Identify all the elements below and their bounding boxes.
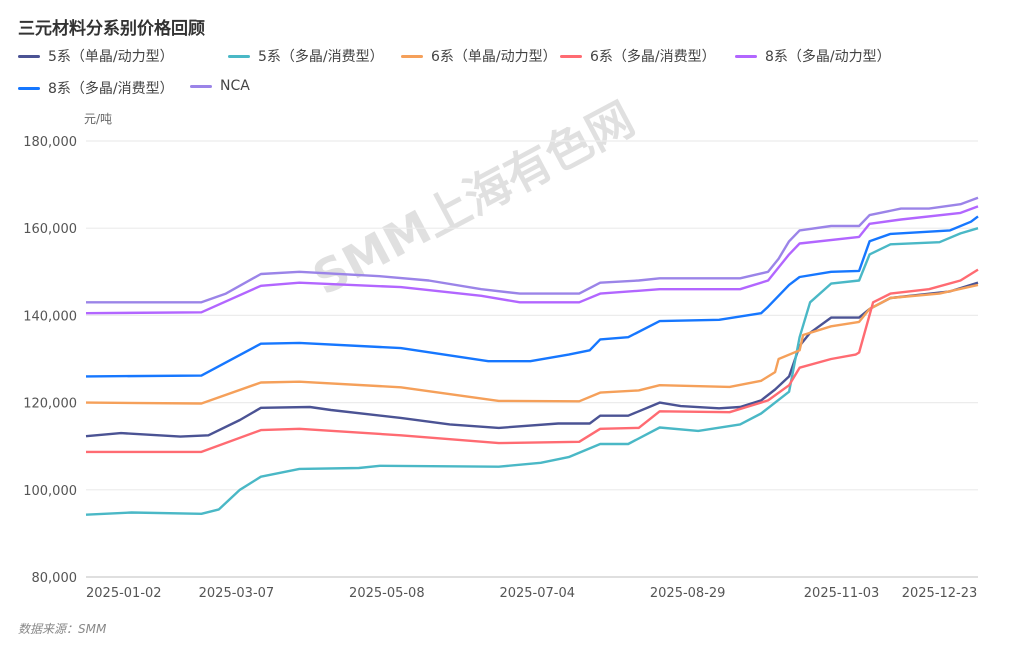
series-line bbox=[85, 215, 979, 378]
legend-item[interactable]: 5系（单晶/动力型） bbox=[18, 46, 174, 66]
x-tick-label: 2025-12-23 bbox=[902, 586, 978, 601]
x-tick-label: 2025-05-08 bbox=[349, 586, 425, 601]
series-line bbox=[85, 205, 979, 315]
legend-item[interactable]: 6系（单晶/动力型） bbox=[401, 46, 557, 66]
legend-swatch bbox=[18, 86, 40, 90]
y-tick-label: 160,000 bbox=[23, 222, 77, 237]
series-line bbox=[85, 281, 979, 438]
series-line bbox=[85, 283, 979, 405]
data-source: 数据来源：SMM bbox=[18, 622, 107, 636]
y-tick-label: 140,000 bbox=[23, 309, 77, 324]
series-line bbox=[86, 196, 979, 304]
legend-item[interactable]: 6系（多晶/消费型） bbox=[560, 46, 716, 66]
legend-label: 8系（多晶/消费型） bbox=[48, 81, 174, 97]
x-tick-label: 2025-07-04 bbox=[499, 586, 575, 601]
x-tick-label: 2025-01-02 bbox=[86, 586, 162, 601]
x-tick-label: 2025-03-07 bbox=[199, 586, 275, 601]
legend-item[interactable]: 5系（多晶/消费型） bbox=[228, 46, 384, 66]
legend-item[interactable]: NCA bbox=[190, 78, 250, 94]
y-tick-label: 120,000 bbox=[23, 397, 77, 412]
legend-swatch bbox=[18, 54, 40, 58]
legend-swatch bbox=[190, 84, 212, 88]
legend-label: 5系（多晶/消费型） bbox=[258, 49, 384, 65]
y-tick-label: 180,000 bbox=[23, 135, 77, 150]
legend-swatch bbox=[228, 54, 250, 58]
legend-item[interactable]: 8系（多晶/动力型） bbox=[735, 46, 891, 66]
x-tick-label: 2025-08-29 bbox=[650, 586, 726, 601]
x-tick-label: 2025-11-03 bbox=[804, 586, 880, 601]
legend-item[interactable]: 8系（多晶/消费型） bbox=[18, 78, 174, 98]
series-line bbox=[86, 268, 979, 454]
legend-swatch bbox=[401, 54, 423, 58]
chart-title: 三元材料分系别价格回顾 bbox=[18, 19, 205, 39]
legend-swatch bbox=[560, 54, 582, 58]
legend-label: NCA bbox=[220, 78, 250, 94]
legend-label: 6系（单晶/动力型） bbox=[431, 49, 557, 65]
y-axis-unit: 元/吨 bbox=[84, 112, 113, 126]
y-tick-label: 80,000 bbox=[32, 571, 78, 586]
legend-label: 8系（多晶/动力型） bbox=[765, 49, 891, 65]
legend-label: 5系（单晶/动力型） bbox=[48, 49, 174, 65]
y-tick-label: 100,000 bbox=[23, 484, 77, 499]
series-line bbox=[85, 227, 979, 516]
legend-label: 6系（多晶/消费型） bbox=[590, 49, 716, 65]
legend-swatch bbox=[735, 54, 757, 58]
